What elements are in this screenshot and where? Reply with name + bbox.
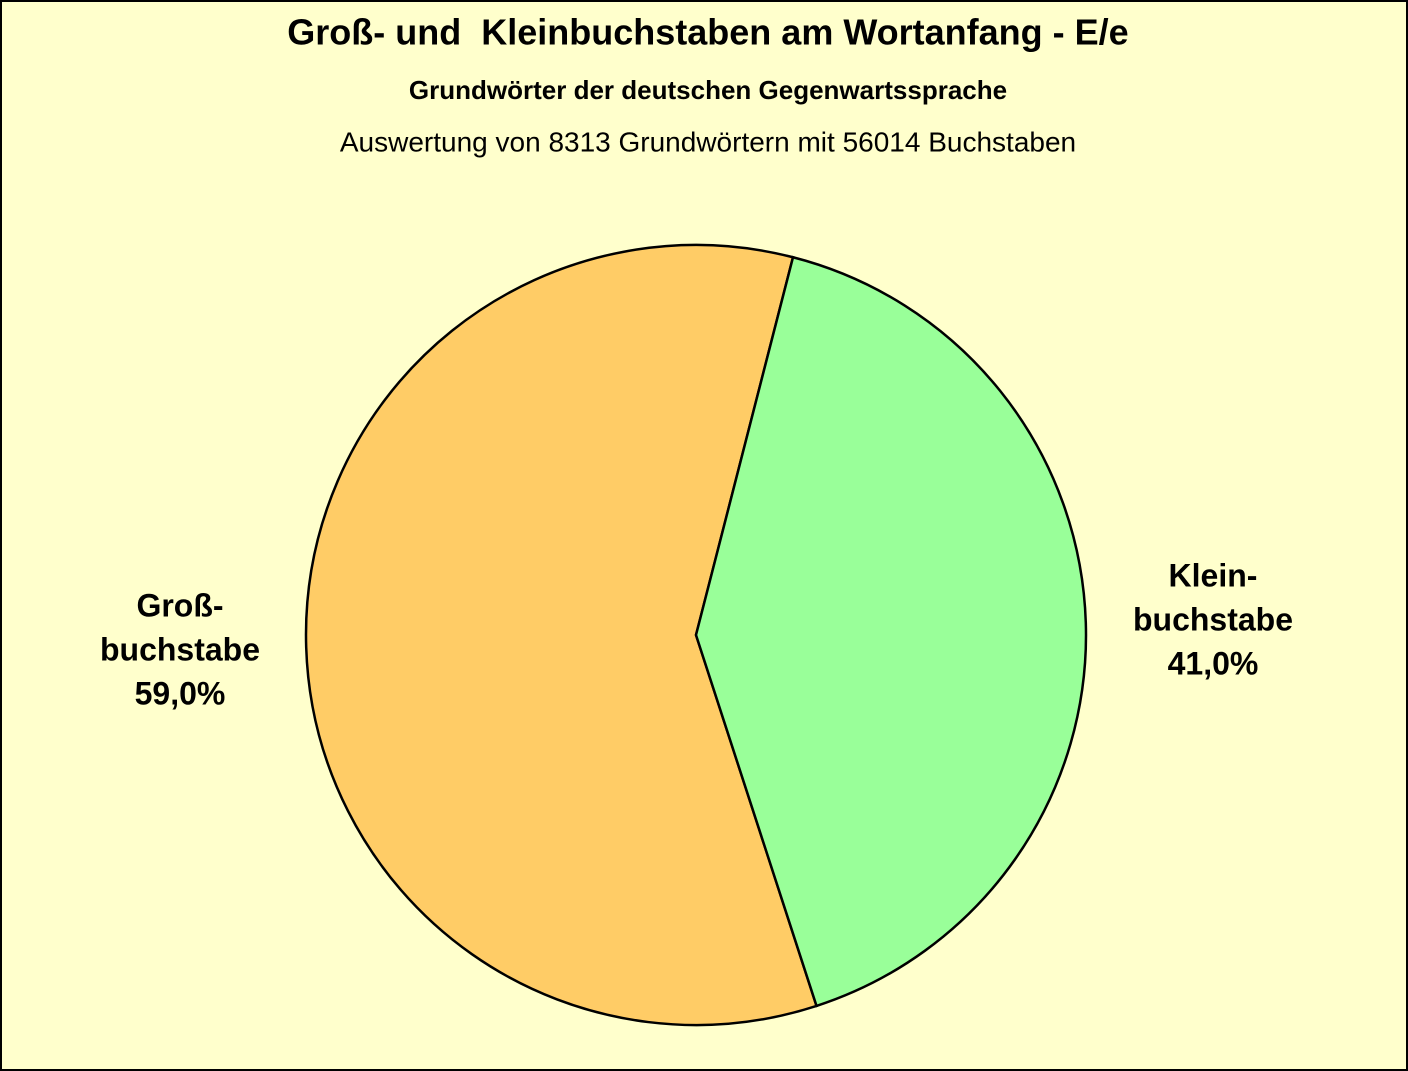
pie-slice [694, 255, 1088, 1008]
pie-slice [304, 243, 819, 1027]
slice-label: Groß- [136, 587, 223, 623]
slice-label: buchstabe [1133, 601, 1293, 637]
chart-title: Groß- und Kleinbuchstaben am Wortanfang … [287, 12, 1128, 53]
chart-note: Auswertung von 8313 Grundwörtern mit 560… [340, 126, 1076, 157]
chart-subtitle: Grundwörter der deutschen Gegenwartsspra… [409, 75, 1007, 105]
slice-label: Klein- [1169, 557, 1258, 593]
slice-label: buchstabe [100, 631, 260, 667]
value-label: 59,0% [135, 675, 226, 711]
value-label: 41,0% [1168, 645, 1259, 681]
